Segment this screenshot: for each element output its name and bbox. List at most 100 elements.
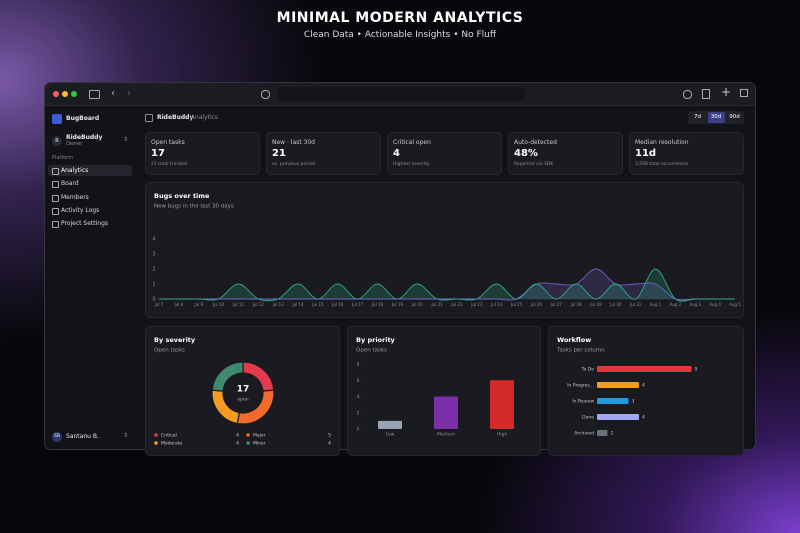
- x-tick-label: Jul 9: [193, 302, 203, 307]
- brand-logo: [52, 114, 62, 124]
- nav-icon: [52, 168, 59, 175]
- nav-item[interactable]: Analytics: [61, 167, 89, 174]
- breadcrumb-project[interactable]: RideBuddy: [157, 114, 194, 121]
- kpi-card: [629, 132, 744, 175]
- nav-item[interactable]: Activity Logs: [61, 206, 100, 214]
- download-icon[interactable]: [683, 90, 692, 99]
- area-fill: [159, 269, 735, 301]
- nav-item[interactable]: Members: [61, 193, 89, 201]
- value-label: 4: [642, 383, 645, 389]
- category-label: To Do: [581, 367, 595, 373]
- x-tick-label: Jul 23: [470, 302, 483, 307]
- kpi-note: Reported via SDK: [514, 162, 554, 167]
- user-name[interactable]: Santanu B.: [66, 433, 99, 440]
- range-button[interactable]: 90d: [729, 114, 740, 120]
- workspace-name[interactable]: RideBuddy: [66, 134, 103, 141]
- legend-value: 5: [328, 433, 331, 439]
- bar: [597, 430, 608, 436]
- area-fill: [159, 269, 735, 302]
- range-button[interactable]: 7d: [694, 114, 701, 120]
- value-label: 9: [695, 367, 698, 373]
- kpi-value: 4: [393, 148, 400, 159]
- category-label: Archived: [574, 431, 594, 437]
- new-tab-icon[interactable]: +: [721, 85, 732, 99]
- y-tick-label: 4: [152, 237, 155, 243]
- x-tick-label: Jul 15: [311, 302, 324, 307]
- series-line: [158, 268, 735, 302]
- priority-card: By priority Open tasks 0 2 4 6 8 Low Medium High: [347, 326, 541, 456]
- close-button[interactable]: [53, 91, 59, 97]
- x-tick-label: Jul 24: [490, 302, 503, 307]
- severity-chart: By severity Open tasks 17 open Critical 4 Majo…: [154, 336, 331, 447]
- x-tick-label: Jul 14: [291, 302, 304, 307]
- workflow-chart: Workflow Tasks per column To Do 9 In Progres…: [556, 336, 698, 437]
- nav-section: Platform: [52, 155, 74, 161]
- x-tick-label: Jul 29: [589, 302, 602, 307]
- legend-label: Major: [253, 433, 266, 439]
- x-tick-label: Low: [386, 432, 395, 438]
- x-tick-label: Jul 22: [450, 302, 463, 307]
- chart-title: Workflow: [557, 336, 591, 344]
- series-line: [158, 268, 735, 301]
- tabs-icon[interactable]: [740, 89, 748, 97]
- user-menu[interactable]: ⇕: [123, 432, 129, 439]
- y-tick-label: 1: [152, 282, 155, 288]
- value-label: 3: [632, 399, 635, 405]
- bar: [490, 380, 514, 429]
- back-button[interactable]: ‹: [111, 88, 115, 99]
- category-label: In Progres...: [567, 383, 594, 389]
- chart-title: Bugs over time: [154, 192, 210, 200]
- page-icon: [145, 114, 153, 122]
- workspace-switch[interactable]: ⇕: [123, 136, 129, 143]
- bar: [434, 396, 458, 429]
- x-tick-label: Jul 26: [530, 302, 543, 307]
- x-tick-label: Jul 13: [272, 302, 285, 307]
- kpi-value: 48%: [514, 148, 538, 159]
- severity-card: By severity Open tasks 17 open Critical 4 Majo…: [145, 326, 340, 456]
- nav-icon: [52, 194, 59, 202]
- nav-item[interactable]: Project Settings: [61, 220, 109, 228]
- legend-swatch: [246, 433, 250, 437]
- x-tick-label: Jul 17: [351, 302, 364, 307]
- chart-subtitle: New bugs in the last 30 days: [154, 204, 234, 210]
- x-tick-label: Jul 25: [510, 302, 523, 307]
- cutoff: [0, 450, 800, 533]
- shield-icon: [261, 90, 270, 99]
- hero-subtitle: Clean Data • Actionable Insights • No Fl…: [303, 30, 497, 40]
- kpi-note: 21 total tracked: [151, 162, 187, 167]
- kpi-label: Auto-detected: [514, 139, 557, 146]
- x-tick-label: Aug 1: [650, 302, 662, 307]
- nav-icon: [52, 181, 59, 189]
- kpi-label: Critical open: [393, 139, 431, 146]
- x-tick-label: Jul 8: [174, 302, 184, 307]
- x-tick-label: Jul 30: [609, 302, 622, 307]
- nav-item[interactable]: Board: [61, 180, 79, 188]
- value-label: 1: [611, 431, 614, 437]
- kpi-note: 3,508 total occurrences: [635, 162, 689, 167]
- kpi-card: [145, 132, 260, 175]
- range-button[interactable]: 30d: [707, 112, 725, 123]
- category-label: Done: [582, 415, 594, 421]
- share-icon[interactable]: [702, 89, 710, 99]
- x-tick-label: Jul 18: [371, 302, 384, 307]
- x-tick-label: Jul 16: [331, 302, 344, 307]
- breadcrumb-page: · Analytics: [187, 114, 219, 121]
- nav-icon: [52, 221, 59, 229]
- zoom-button[interactable]: [71, 91, 77, 97]
- donut-slice: [236, 389, 275, 425]
- address-bar[interactable]: [277, 87, 525, 101]
- y-tick-label: 2: [357, 410, 360, 416]
- x-tick-label: Jul 11: [232, 302, 245, 307]
- legend-swatch: [154, 433, 158, 437]
- chart-subtitle: Open tasks: [154, 348, 185, 354]
- kpi-value: 11d: [635, 148, 657, 159]
- x-tick-label: Jul 31: [629, 302, 642, 307]
- bar: [597, 366, 692, 372]
- sidebar-toggle[interactable]: [89, 90, 100, 99]
- minimize-button[interactable]: [62, 91, 68, 97]
- kpi-value: 17: [151, 148, 165, 159]
- forward-button[interactable]: ›: [127, 88, 131, 99]
- x-tick-label: Jul 10: [212, 302, 225, 307]
- bar: [597, 398, 629, 404]
